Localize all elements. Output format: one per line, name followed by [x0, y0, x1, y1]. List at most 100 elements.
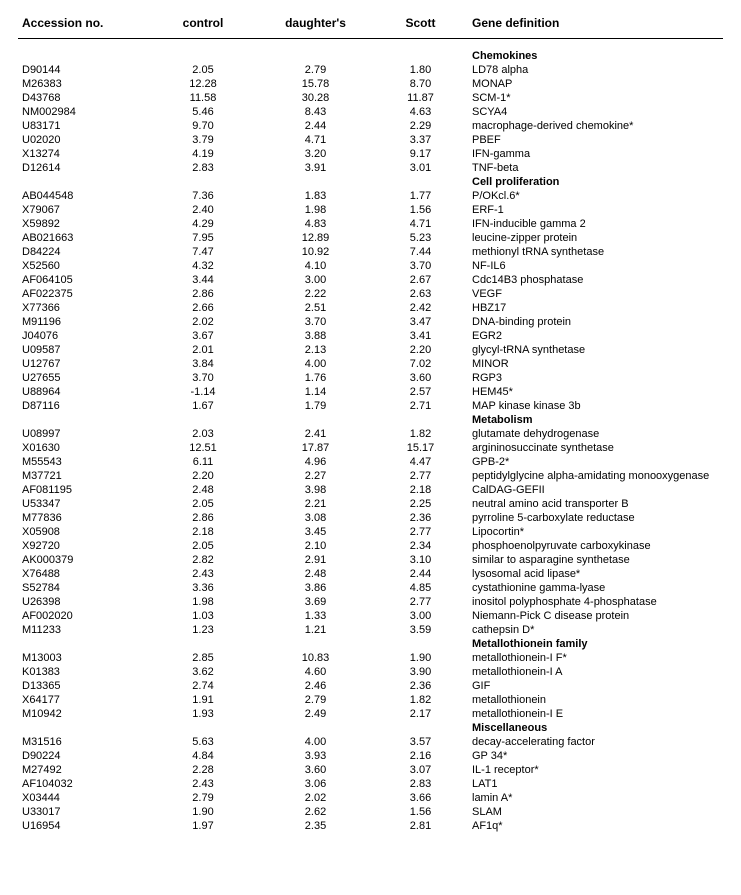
- table-row: X059082.183.452.77Lipocortin*: [18, 525, 723, 539]
- cell-scott: 3.41: [373, 329, 468, 343]
- cell-daughters: 4.60: [258, 665, 373, 679]
- cell-control: 2.05: [148, 539, 258, 553]
- cell-control: 1.90: [148, 805, 258, 819]
- cell-scott: 1.56: [373, 203, 468, 217]
- header-row: Accession no. control daughter's Scott G…: [18, 12, 723, 39]
- cell-gene: CalDAG-GEFII: [468, 483, 723, 497]
- cell-scott: 7.44: [373, 245, 468, 259]
- cell-daughters: 10.83: [258, 651, 373, 665]
- cell-daughters: 1.33: [258, 609, 373, 623]
- cell-daughters: 2.13: [258, 343, 373, 357]
- cell-gene: TNF-beta: [468, 161, 723, 175]
- section-title: Miscellaneous: [468, 721, 723, 735]
- cell-daughters: 4.00: [258, 735, 373, 749]
- cell-control: 1.91: [148, 693, 258, 707]
- cell-scott: 9.17: [373, 147, 468, 161]
- cell-scott: 3.37: [373, 133, 468, 147]
- cell-gene: methionyl tRNA synthetase: [468, 245, 723, 259]
- table-row: X034442.792.023.66lamin A*: [18, 791, 723, 805]
- cell-daughters: 2.79: [258, 63, 373, 77]
- cell-scott: 2.83: [373, 777, 468, 791]
- cell-control: 7.95: [148, 231, 258, 245]
- cell-accession: D84224: [18, 245, 148, 259]
- cell-accession: X03444: [18, 791, 148, 805]
- cell-accession: U08997: [18, 427, 148, 441]
- cell-accession: U53347: [18, 497, 148, 511]
- cell-gene: metallothionein-I A: [468, 665, 723, 679]
- table-row: J040763.673.883.41EGR2: [18, 329, 723, 343]
- table-row: M2638312.2815.788.70MONAP: [18, 77, 723, 91]
- cell-control: 12.51: [148, 441, 258, 455]
- cell-control: 1.97: [148, 819, 258, 833]
- cell-scott: 3.00: [373, 609, 468, 623]
- table-row: X598924.294.834.71IFN-inducible gamma 2: [18, 217, 723, 231]
- cell-scott: 8.70: [373, 77, 468, 91]
- cell-gene: metallothionein-I E: [468, 707, 723, 721]
- cell-gene: HBZ17: [468, 301, 723, 315]
- table-row: AB0216637.9512.895.23leucine-zipper prot…: [18, 231, 723, 245]
- cell-accession: M91196: [18, 315, 148, 329]
- cell-gene: MINOR: [468, 357, 723, 371]
- table-row: NM0029845.468.434.63SCYA4: [18, 105, 723, 119]
- cell-daughters: 3.00: [258, 273, 373, 287]
- cell-accession: U09587: [18, 343, 148, 357]
- cell-accession: U88964: [18, 385, 148, 399]
- cell-gene: SLAM: [468, 805, 723, 819]
- section-title: Cell proliferation: [468, 175, 723, 189]
- table-row: M555436.114.964.47GPB-2*: [18, 455, 723, 469]
- cell-daughters: 2.41: [258, 427, 373, 441]
- cell-control: 2.18: [148, 525, 258, 539]
- cell-gene: neutral amino acid transporter B: [468, 497, 723, 511]
- table-row: D133652.742.462.36GIF: [18, 679, 723, 693]
- cell-accession: K01383: [18, 665, 148, 679]
- cell-control: 2.66: [148, 301, 258, 315]
- cell-accession: D43768: [18, 91, 148, 105]
- cell-control: 4.29: [148, 217, 258, 231]
- cell-scott: 2.77: [373, 595, 468, 609]
- gene-table: Accession no. control daughter's Scott G…: [18, 12, 723, 833]
- table-row: M109421.932.492.17metallothionein-I E: [18, 707, 723, 721]
- table-row: M315165.634.003.57decay-accelerating fac…: [18, 735, 723, 749]
- table-row: U089972.032.411.82glutamate dehydrogenas…: [18, 427, 723, 441]
- table-row: X773662.662.512.42HBZ17: [18, 301, 723, 315]
- cell-daughters: 2.10: [258, 539, 373, 553]
- cell-daughters: 1.83: [258, 189, 373, 203]
- cell-scott: 2.25: [373, 497, 468, 511]
- cell-scott: 2.42: [373, 301, 468, 315]
- table-row: D871161.671.792.71MAP kinase kinase 3b: [18, 399, 723, 413]
- cell-scott: 3.10: [373, 553, 468, 567]
- cell-daughters: 3.98: [258, 483, 373, 497]
- section-title: Chemokines: [468, 49, 723, 63]
- cell-scott: 2.20: [373, 343, 468, 357]
- cell-daughters: 4.96: [258, 455, 373, 469]
- cell-accession: X59892: [18, 217, 148, 231]
- table-row: M377212.202.272.77peptidylglycine alpha-…: [18, 469, 723, 483]
- cell-gene: lysosomal acid lipase*: [468, 567, 723, 581]
- cell-gene: MAP kinase kinase 3b: [468, 399, 723, 413]
- cell-accession: M11233: [18, 623, 148, 637]
- section-title: Metabolism: [468, 413, 723, 427]
- cell-control: 7.47: [148, 245, 258, 259]
- table-row: X764882.432.482.44lysosomal acid lipase*: [18, 567, 723, 581]
- cell-accession: X05908: [18, 525, 148, 539]
- cell-scott: 4.71: [373, 217, 468, 231]
- table-row: X641771.912.791.82metallothionein: [18, 693, 723, 707]
- table-row: AF0223752.862.222.63VEGF: [18, 287, 723, 301]
- cell-gene: PBEF: [468, 133, 723, 147]
- cell-gene: pyrroline 5-carboxylate reductase: [468, 511, 723, 525]
- cell-daughters: 30.28: [258, 91, 373, 105]
- table-row: U88964-1.141.142.57HEM45*: [18, 385, 723, 399]
- cell-accession: U27655: [18, 371, 148, 385]
- table-row: AB0445487.361.831.77P/OKcl.6*: [18, 189, 723, 203]
- cell-accession: D90224: [18, 749, 148, 763]
- table-row: U169541.972.352.81AF1q*: [18, 819, 723, 833]
- cell-accession: AB044548: [18, 189, 148, 203]
- table-row: X132744.193.209.17IFN-gamma: [18, 147, 723, 161]
- table-row: D126142.833.913.01TNF-beta: [18, 161, 723, 175]
- cell-control: 2.40: [148, 203, 258, 217]
- cell-control: 6.11: [148, 455, 258, 469]
- cell-scott: 2.36: [373, 511, 468, 525]
- cell-control: 2.83: [148, 161, 258, 175]
- table-row: U020203.794.713.37PBEF: [18, 133, 723, 147]
- cell-daughters: 15.78: [258, 77, 373, 91]
